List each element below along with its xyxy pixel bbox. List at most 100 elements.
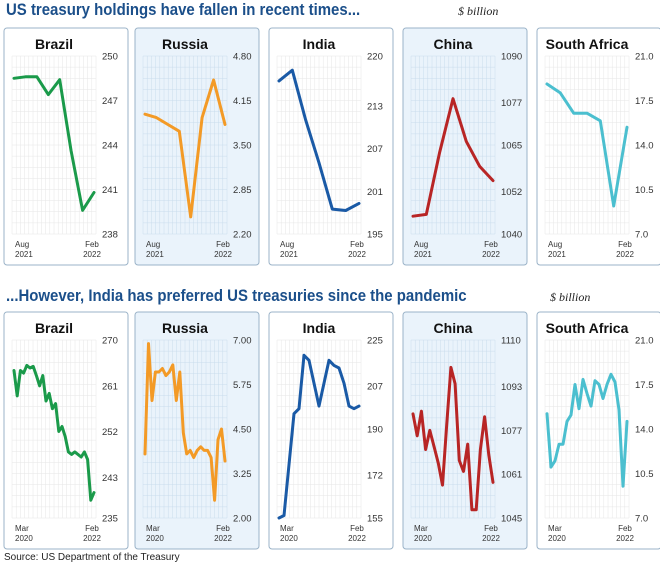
y-tick-label: 220: [367, 52, 383, 63]
y-tick-label: 7.0: [635, 230, 648, 241]
chart-panel-top-russia: Russia 4.80 4.15 3.50 2.85 2.20 Aug 2021 Feb 2022: [134, 27, 260, 266]
y-tick-label: 21.0: [635, 336, 654, 347]
y-tick-label: 207: [367, 381, 383, 392]
x-tick-label: Mar 2020: [146, 524, 164, 543]
y-tick-label: 1040: [501, 230, 522, 241]
x-tick-label: Feb 2022: [482, 524, 500, 543]
x-tick-label: Feb 2022: [83, 240, 101, 259]
y-tick-label: 7.00: [233, 336, 252, 347]
x-tick-label: Feb 2022: [214, 524, 232, 543]
y-tick-label: 17.5: [635, 380, 654, 391]
headline-top: US treasury holdings have fallen in rece…: [6, 0, 361, 19]
series-line-south-africa: [545, 372, 629, 488]
chart-title: South Africa: [546, 36, 629, 52]
y-tick-label: 21.0: [635, 52, 654, 63]
series-line-china: [411, 365, 495, 512]
x-tick-label: Aug 2021: [280, 240, 298, 259]
y-tick-label: 195: [367, 230, 383, 241]
x-tick-label: Mar 2020: [414, 524, 432, 543]
panel-background: [536, 27, 660, 266]
chart-title: India: [303, 320, 336, 336]
source-note: Source: US Department of the Treasury: [4, 552, 180, 563]
y-tick-label: 247: [102, 96, 118, 107]
panel-background: [536, 311, 660, 550]
y-tick-label: 4.80: [233, 52, 252, 63]
series-line-india: [277, 353, 361, 520]
series-line-russia: [143, 78, 227, 219]
y-tick-label: 3.50: [233, 141, 252, 152]
y-tick-label: 1077: [501, 98, 522, 109]
unit-label-top: $ billion: [458, 4, 499, 18]
x-tick-label: Feb 2022: [348, 240, 366, 259]
y-tick-label: 7.0: [635, 514, 648, 525]
y-tick-label: 270: [102, 336, 118, 347]
chart-panel-bottom-south-africa: South Africa 21.0 17.5 14.0 10.5 7.0 Mar 2020 Fe…: [536, 311, 660, 550]
panel-background: [402, 311, 528, 550]
chart-panel-bottom-india: India 225 207 190 172 155 Mar 2020 Feb 2022: [268, 311, 394, 550]
chart-panel-bottom-brazil: Brazil 270 261 252 243 235 Mar 2020 Feb 2022: [3, 311, 129, 550]
y-tick-label: 2.00: [233, 514, 252, 525]
series-line-south-africa: [545, 82, 629, 208]
y-tick-label: 155: [367, 514, 383, 525]
unit-label-bottom: $ billion: [550, 290, 591, 304]
x-tick-label: Aug 2021: [548, 240, 566, 259]
x-tick-label: Feb 2022: [214, 240, 232, 259]
y-tick-label: 14.0: [635, 141, 654, 152]
y-tick-label: 10.5: [635, 469, 654, 480]
panel-background: [134, 27, 260, 266]
y-tick-label: 201: [367, 187, 383, 198]
x-tick-label: Feb 2022: [83, 524, 101, 543]
series-line-russia: [143, 342, 227, 502]
x-tick-label: Feb 2022: [616, 240, 634, 259]
y-tick-label: 17.5: [635, 96, 654, 107]
y-tick-label: 244: [102, 141, 118, 152]
panel-background: [3, 27, 129, 266]
chart-title: India: [303, 36, 336, 52]
y-tick-label: 1110: [501, 336, 521, 347]
y-tick-label: 1077: [501, 426, 522, 437]
y-tick-label: 10.5: [635, 185, 654, 196]
panel-background: [268, 27, 394, 266]
y-tick-label: 235: [102, 514, 118, 525]
y-tick-label: 1045: [501, 514, 522, 525]
chart-title: Brazil: [35, 320, 73, 336]
chart-title: South Africa: [546, 320, 629, 336]
y-tick-label: 190: [367, 425, 383, 436]
series-line-brazil: [12, 75, 96, 212]
x-tick-label: Feb 2022: [348, 524, 366, 543]
y-tick-label: 261: [102, 381, 118, 392]
x-tick-label: Mar 2020: [280, 524, 298, 543]
y-tick-label: 2.20: [233, 230, 252, 241]
y-tick-label: 1065: [501, 141, 522, 152]
y-tick-label: 243: [102, 473, 118, 484]
chart-panel-top-india: India 220 213 207 201 195 Aug 2021 Feb 2022: [268, 27, 394, 266]
chart-panel-top-south-africa: South Africa 21.0 17.5 14.0 10.5 7.0 Aug 2021 Fe…: [536, 27, 660, 266]
y-tick-label: 172: [367, 470, 383, 481]
x-tick-label: Aug 2021: [414, 240, 432, 259]
y-tick-label: 252: [102, 427, 118, 438]
y-tick-label: 250: [102, 52, 118, 63]
x-tick-label: Aug 2021: [15, 240, 33, 259]
chart-title: China: [434, 320, 473, 336]
panel-background: [268, 311, 394, 550]
y-tick-label: 225: [367, 336, 383, 347]
chart-title: Brazil: [35, 36, 73, 52]
y-tick-label: 3.25: [233, 469, 252, 480]
y-tick-label: 5.75: [233, 380, 252, 391]
chart-panel-bottom-russia: Russia 7.00 5.75 4.50 3.25 2.00 Mar 2020 Feb 2022: [134, 311, 260, 550]
series-line-brazil: [12, 363, 96, 502]
y-tick-label: 241: [102, 185, 118, 196]
chart-panel-top-brazil: Brazil 250 247 244 241 238 Aug 2021 Feb 2022: [3, 27, 129, 266]
y-tick-label: 213: [367, 101, 383, 112]
series-line-china: [411, 97, 495, 218]
y-tick-label: 14.0: [635, 425, 654, 436]
chart-panel-top-china: China 1090 1077 1065 1052 1040 Aug 2021 Feb 2022: [402, 27, 528, 266]
x-tick-label: Mar 2020: [15, 524, 33, 543]
y-tick-label: 1090: [501, 52, 522, 63]
panel-background: [402, 27, 528, 266]
y-tick-label: 1093: [501, 382, 522, 393]
x-tick-label: Aug 2021: [146, 240, 164, 259]
y-tick-label: 4.50: [233, 425, 252, 436]
chart-panel-bottom-china: China 1110 1093 1077 1061 1045 Mar 2020 Feb 2022: [402, 311, 528, 550]
